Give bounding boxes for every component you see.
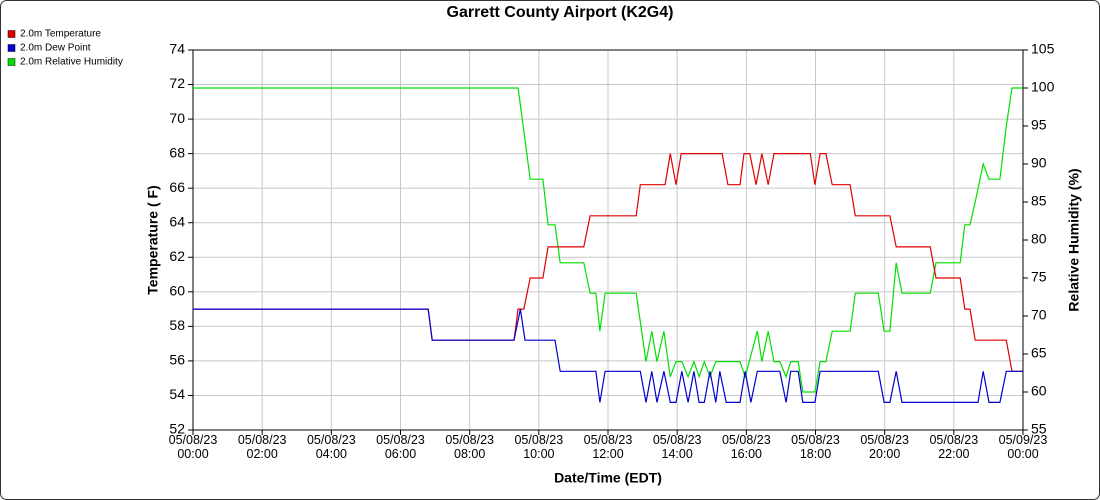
y-tick-label: 72 [169, 75, 185, 91]
chart-title: Garrett County Airport (K2G4) [447, 4, 674, 21]
y-tick-label: 56 [169, 352, 185, 368]
data-line [193, 153, 1023, 372]
y2-tick-label: 85 [1031, 193, 1047, 209]
legend-swatch [7, 44, 16, 52]
y2-tick-label: 95 [1031, 117, 1047, 133]
x-tick-label: 05/08/23 12:00 [583, 433, 633, 461]
x-tick-label: 05/08/23 10:00 [514, 433, 564, 461]
legend-label: 2.0m Dew Point [20, 43, 91, 54]
legend-swatch [7, 58, 16, 66]
y-tick-label: 68 [169, 144, 185, 160]
x-tick-label: 05/08/23 22:00 [929, 433, 979, 461]
x-tick-label: 05/08/23 20:00 [860, 433, 909, 461]
y2-tick-label: 90 [1031, 155, 1047, 171]
x-tick-label: 05/08/23 00:00 [168, 433, 218, 461]
y-axis-label: Temperature ( F) [145, 185, 161, 294]
legend-label: 2.0m Temperature [20, 29, 101, 40]
x-tick-label: 05/08/23 16:00 [721, 433, 771, 461]
x-tick-label: 05/08/23 06:00 [376, 433, 425, 461]
y-tick-label: 62 [169, 248, 185, 264]
y2-tick-label: 105 [1031, 41, 1055, 57]
legend-label: 2.0m Relative Humidity [20, 57, 123, 68]
y-tick-label: 58 [169, 317, 185, 333]
y-tick-label: 64 [169, 213, 185, 229]
x-tick-label: 05/08/23 04:00 [306, 433, 356, 461]
x-tick-label: 05/08/23 08:00 [445, 433, 494, 461]
data-line [193, 87, 1023, 393]
plot-border [192, 49, 1024, 431]
x-tick-label: 05/09/23 00:00 [998, 433, 1048, 461]
y2-tick-label: 75 [1031, 269, 1047, 285]
y-tick-label: 52 [169, 421, 185, 437]
y-tick-label: 66 [169, 179, 185, 195]
x-tick-label: 05/08/23 14:00 [652, 433, 702, 461]
y-tick-label: 70 [169, 110, 185, 126]
y2-tick-label: 60 [1031, 383, 1047, 399]
y2-tick-label: 100 [1031, 79, 1055, 95]
x-axis-label: Date/Time (EDT) [554, 470, 662, 486]
y-tick-label: 74 [169, 41, 185, 57]
y2-axis-label: Relative Humidity (%) [1066, 168, 1082, 311]
y-tick-label: 54 [169, 386, 185, 402]
y2-tick-label: 70 [1031, 307, 1047, 323]
x-tick-label: 05/08/23 02:00 [237, 433, 287, 461]
y-tick-label: 60 [169, 283, 185, 299]
y2-tick-label: 80 [1031, 231, 1047, 247]
legend-swatch [7, 30, 16, 38]
x-tick-label: 05/08/23 18:00 [791, 433, 840, 461]
y2-tick-label: 65 [1031, 345, 1047, 361]
data-line [193, 308, 1023, 403]
y2-tick-label: 55 [1031, 421, 1047, 437]
